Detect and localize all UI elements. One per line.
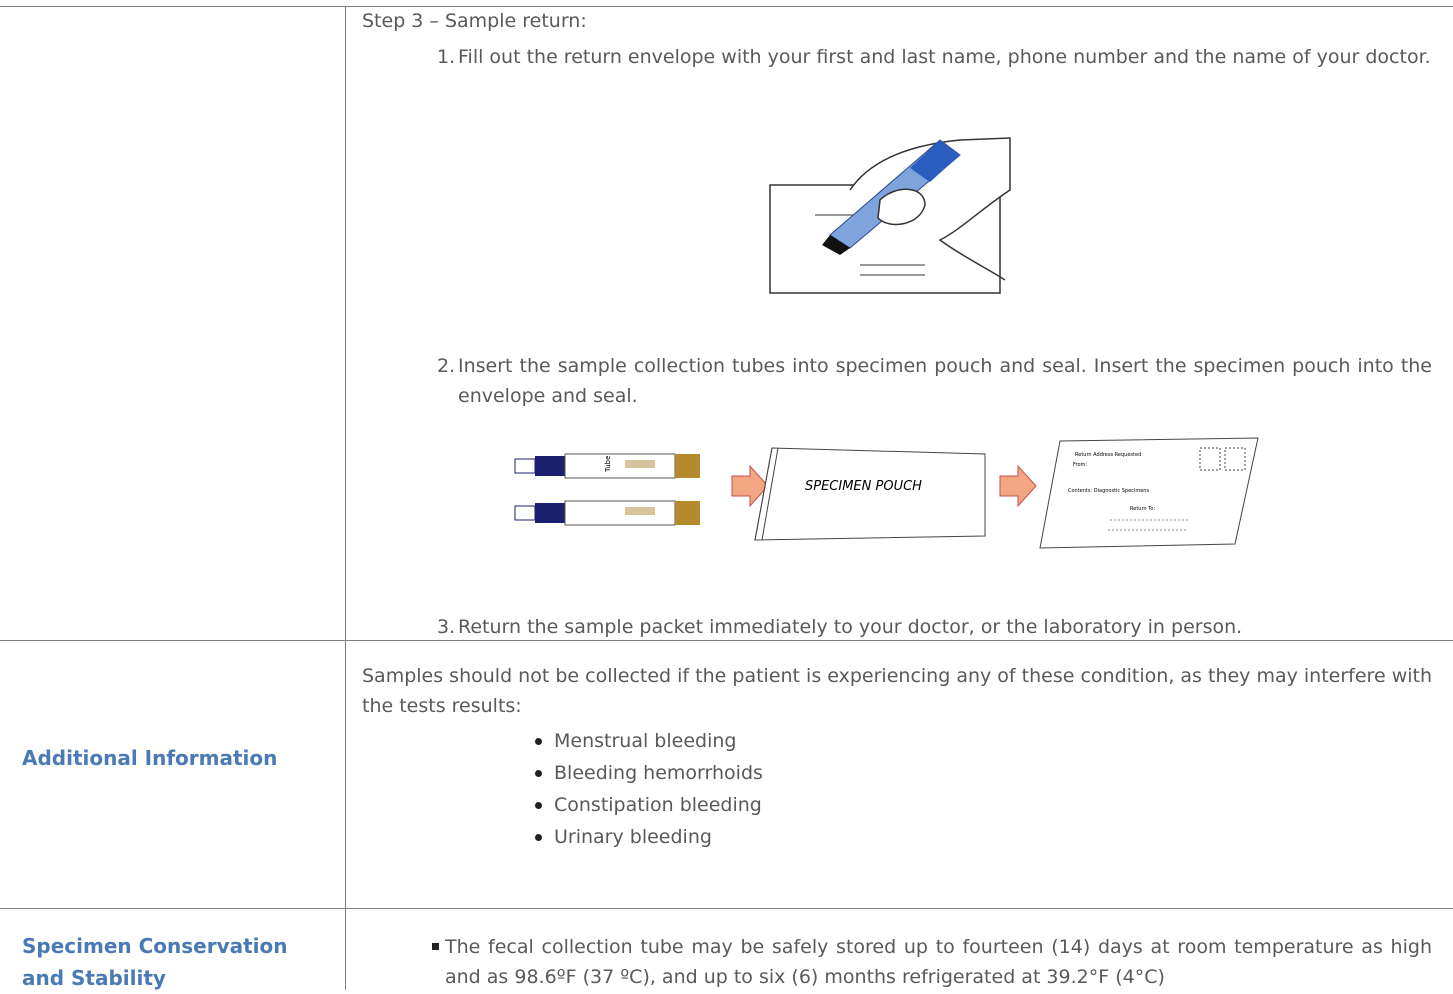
row-label: Specimen Conservation and Stability: [22, 934, 288, 990]
envelope-text: Return Address Requested: [1075, 452, 1141, 458]
envelope-text: From:: [1073, 462, 1087, 468]
envelope-text: Contents: Diagnostic Specimens: [1068, 488, 1149, 494]
column-border: [345, 6, 346, 990]
return-illustration: Tube SPECIMEN POUCH Return Address Reque…: [514, 437, 1259, 549]
tube: [514, 453, 700, 479]
step-number: 3.: [437, 616, 456, 638]
bullet-text: Constipation bleeding: [554, 794, 762, 816]
step-text: Fill out the return envelope with your f…: [458, 46, 1431, 68]
bullet: [432, 943, 439, 950]
row-label: Additional Information: [22, 746, 278, 770]
bullet-text: Urinary bleeding: [554, 826, 712, 848]
bullet: [535, 834, 542, 841]
bullet: [535, 738, 542, 745]
bullet-text: The fecal collection tube may be safely …: [445, 936, 1432, 988]
row-border: [0, 6, 1453, 7]
bullet-text: Bleeding hemorrhoids: [554, 762, 763, 784]
step-heading: Step 3 – Sample return:: [362, 10, 587, 32]
step-number: 2.: [437, 355, 456, 377]
step-number: 1.: [437, 46, 456, 68]
step-text: Insert the sample collection tubes into …: [458, 355, 1432, 407]
pouch-label: SPECIMEN POUCH: [805, 479, 922, 494]
row-border: [0, 640, 1453, 641]
row-border: [0, 908, 1453, 909]
bullet: [535, 802, 542, 809]
writing-illustration: [769, 137, 1011, 294]
envelope-text: Return To:: [1130, 506, 1155, 512]
bullet-text: Menstrual bleeding: [554, 730, 737, 752]
tube: [514, 500, 700, 526]
tube-label: Tube: [604, 456, 612, 473]
step-text: Return the sample packet immediately to …: [458, 616, 1243, 638]
paragraph: Samples should not be collected if the p…: [362, 665, 1432, 717]
bullet: [535, 770, 542, 777]
